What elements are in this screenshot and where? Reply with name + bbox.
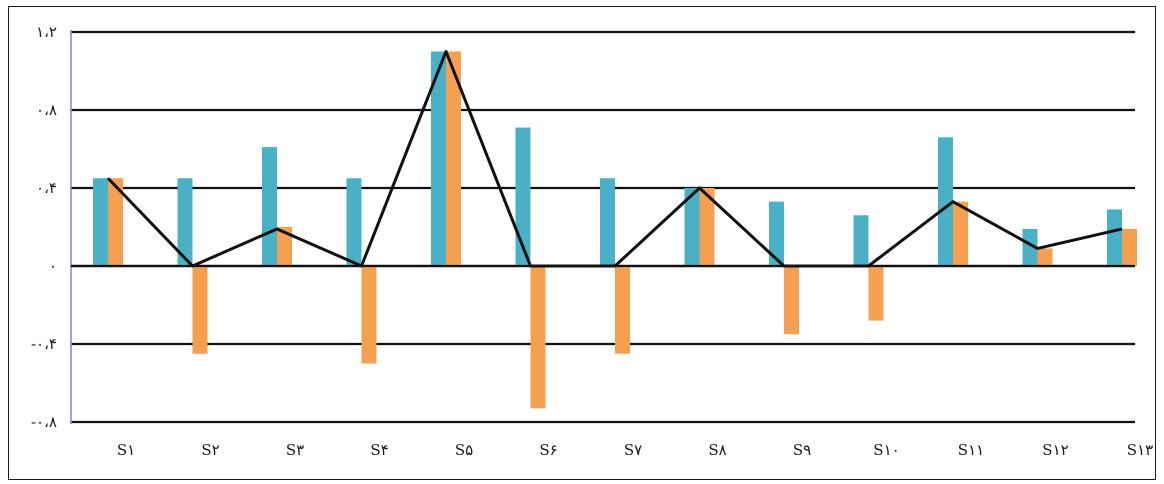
bar-line-chart: ۱،۲ ۰،۸ ۰،۴ ۰ -۰،۴ -۰،۸ S۱ S۲ S۳ S۴ S۵ S۶ S۷ S۸ S۹ S۱۰… (31, 23, 1153, 459)
bar-orange-3 (277, 227, 292, 266)
bar-orange-10 (868, 266, 884, 321)
bar-orange-1 (108, 178, 123, 266)
bar-orange-11 (953, 201, 968, 266)
bar-orange-5 (446, 51, 461, 266)
bar-orange-8 (699, 188, 715, 266)
bar-orange-7 (615, 266, 630, 354)
y-tick-label: -۰،۴ (31, 335, 57, 353)
x-category-label: S۱۲ (1042, 441, 1068, 459)
x-category-label: S۱۳ (1127, 441, 1153, 459)
axes (70, 30, 1135, 424)
bar-blue-2 (177, 178, 193, 266)
x-category-label: S۸ (708, 441, 726, 459)
y-tick-label: ۰،۴ (36, 179, 57, 197)
x-category-label: S۵ (455, 441, 473, 459)
bar-blue-13 (1107, 209, 1122, 266)
bar-orange-12 (1037, 248, 1053, 266)
bar-blue-4 (346, 178, 362, 266)
x-category-label: S۹ (793, 441, 811, 459)
bar-blue-11 (938, 137, 953, 266)
bar-blue-10 (853, 215, 869, 266)
x-category-label: S۳ (286, 441, 304, 459)
x-category-label: S۶ (539, 441, 557, 459)
bar-blue-6 (515, 127, 531, 266)
y-tick-label: ۰ (49, 257, 57, 275)
bar-orange-9 (784, 266, 799, 335)
chart-frame: ۱،۲ ۰،۸ ۰،۴ ۰ -۰،۴ -۰،۸ S۱ S۲ S۳ S۴ S۵ S۶ S۷ S۸ S۹ S۱۰… (8, 6, 1156, 480)
bars (93, 51, 1137, 409)
bar-blue-5 (431, 51, 446, 266)
x-category-label: S۱۱ (958, 441, 984, 459)
bar-blue-3 (262, 147, 277, 266)
x-category-label: S۲ (201, 441, 219, 459)
y-tick-label: -۰،۸ (31, 413, 57, 431)
y-tick-label: ۱،۲ (36, 23, 57, 41)
bar-orange-6 (530, 266, 546, 409)
x-category-label: S۴ (370, 441, 388, 459)
x-category-labels: S۱ S۲ S۳ S۴ S۵ S۶ S۷ S۸ S۹ S۱۰ S۱۱ S۱۲ S۱۳ (117, 441, 1153, 459)
bar-blue-12 (1022, 228, 1038, 266)
bar-orange-4 (361, 266, 377, 364)
x-category-label: S۱۰ (873, 441, 899, 459)
y-tick-label: ۰،۸ (36, 101, 57, 119)
y-tick-labels: ۱،۲ ۰،۸ ۰،۴ ۰ -۰،۴ -۰،۸ (31, 23, 57, 431)
bar-orange-2 (192, 266, 208, 354)
bar-blue-8 (684, 188, 700, 266)
bar-blue-9 (769, 201, 784, 266)
bar-blue-7 (600, 178, 615, 266)
x-category-label: S۱ (117, 441, 135, 459)
bar-blue-1 (93, 178, 108, 266)
x-category-label: S۷ (624, 441, 642, 459)
bar-orange-13 (1122, 228, 1137, 266)
